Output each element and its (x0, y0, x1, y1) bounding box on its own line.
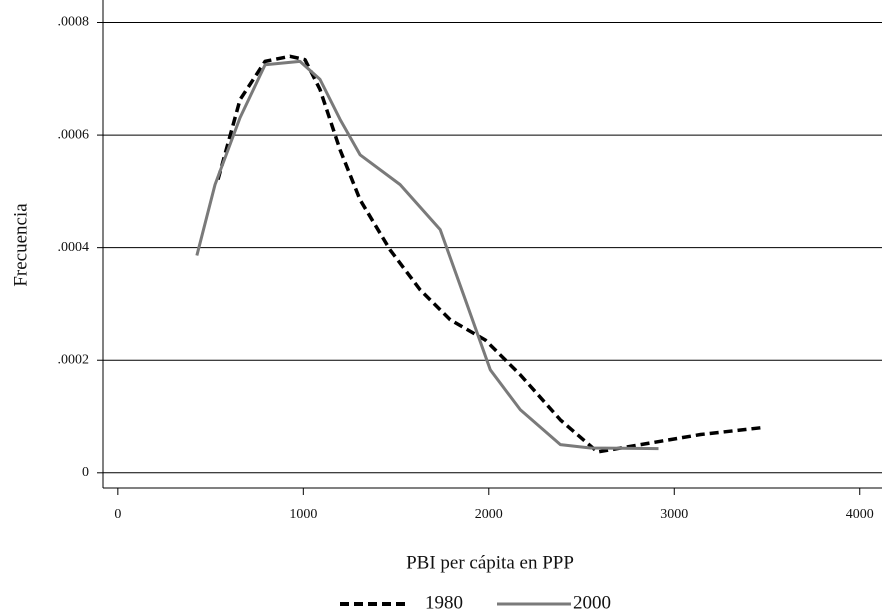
y-tick-label: .0006 (58, 127, 90, 142)
x-axis-label: PBI per cápita en PPP (406, 552, 574, 573)
x-tick-label: 4000 (846, 507, 874, 522)
x-tick-label: 2000 (475, 507, 503, 522)
line-series (216, 54, 761, 454)
y-tick-label: .0008 (58, 15, 90, 30)
x-tick-label: 3000 (660, 507, 688, 522)
line-series (195, 59, 659, 451)
y-axis-label: Frecuencia (10, 203, 31, 287)
legend-label: 2000 (573, 592, 611, 613)
legend-label: 1980 (425, 592, 463, 613)
x-tick-label: 0 (114, 507, 121, 522)
y-tick-label: .0002 (58, 352, 90, 367)
y-tick-label: .0004 (58, 240, 90, 255)
x-tick-label: 1000 (289, 507, 317, 522)
y-tick-label: 0 (82, 465, 89, 480)
